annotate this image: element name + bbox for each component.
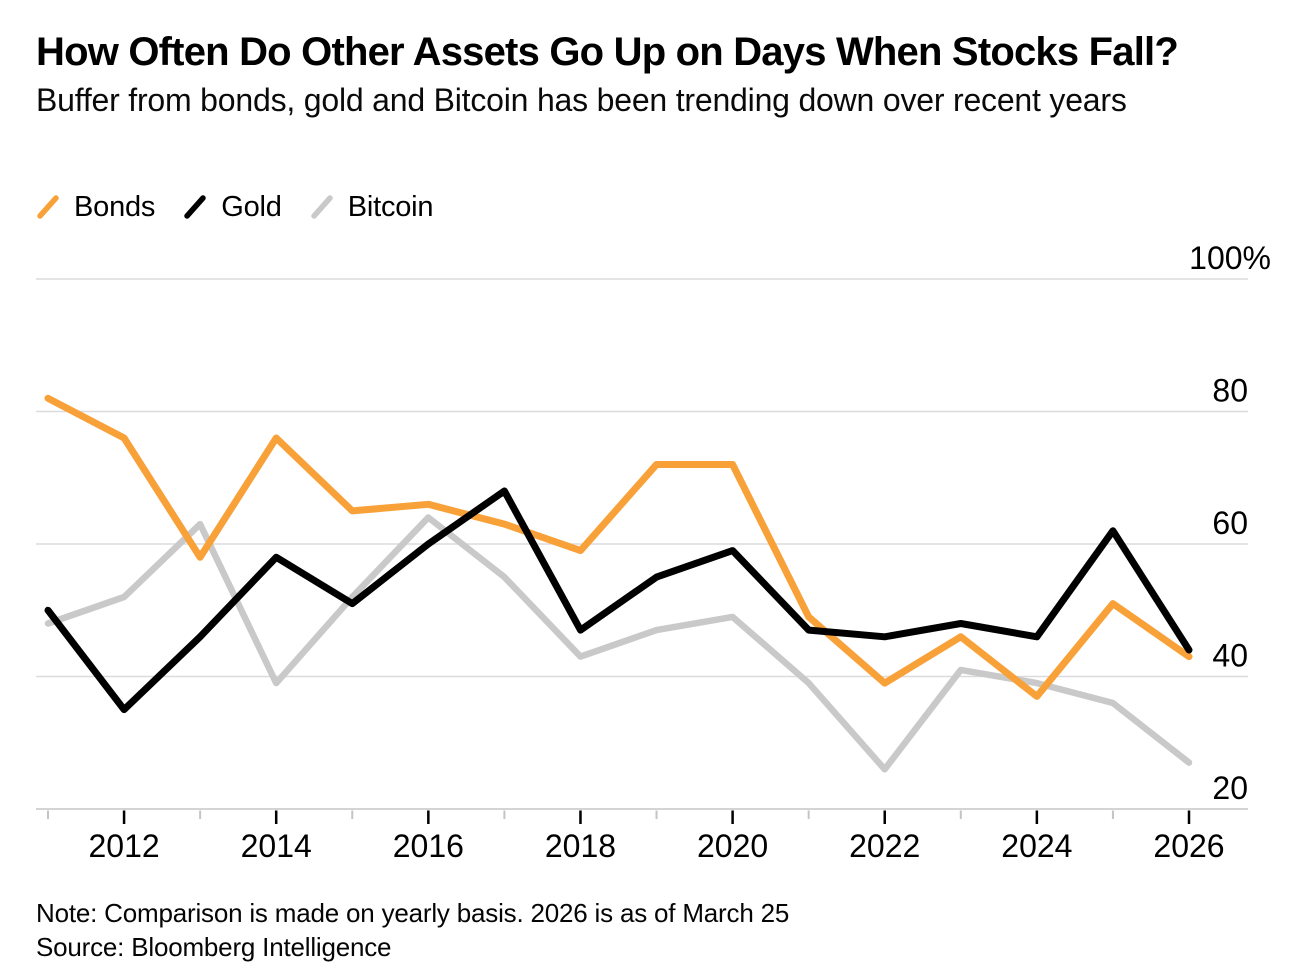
legend-label-gold: Gold bbox=[221, 190, 282, 223]
gold-line bbox=[44, 487, 1193, 714]
x-axis-label: 2012 bbox=[88, 828, 159, 864]
y-axis-label: 60 bbox=[1212, 505, 1248, 541]
bonds-slash-icon bbox=[37, 195, 59, 219]
legend-label-bonds: Bonds bbox=[74, 190, 156, 223]
page-title: How Often Do Other Assets Go Up on Days … bbox=[36, 30, 1179, 74]
legend-label-bitcoin: Bitcoin bbox=[347, 190, 434, 223]
x-axis-label: 2022 bbox=[849, 828, 920, 864]
legend-item-gold: Gold bbox=[183, 190, 282, 224]
x-axis-label: 2024 bbox=[1001, 828, 1072, 864]
footnote: Note: Comparison is made on yearly basis… bbox=[36, 898, 790, 928]
page-subtitle: Buffer from bonds, gold and Bitcoin has … bbox=[36, 82, 1127, 118]
x-axis-label: 2026 bbox=[1153, 828, 1224, 864]
x-axis-label: 2020 bbox=[697, 828, 768, 864]
source-line: Source: Bloomberg Intelligence bbox=[36, 932, 392, 962]
gold-slash-icon bbox=[184, 195, 206, 219]
legend: Bonds Gold Bitcoin bbox=[36, 190, 434, 224]
legend-item-bonds: Bonds bbox=[36, 191, 155, 224]
bitcoin-line bbox=[44, 514, 1193, 773]
bonds-line bbox=[44, 394, 1193, 700]
y-axis-label: 100% bbox=[1189, 240, 1271, 276]
x-axis-label: 2016 bbox=[393, 828, 464, 864]
legend-item-bitcoin: Bitcoin bbox=[310, 191, 434, 224]
x-axis-label: 2014 bbox=[241, 828, 312, 864]
y-axis-label: 40 bbox=[1212, 638, 1248, 674]
y-axis-label: 20 bbox=[1212, 770, 1248, 806]
footer: Note: Comparison is made on yearly basis… bbox=[36, 896, 789, 964]
bitcoin-slash-icon bbox=[310, 195, 333, 219]
y-axis-label: 80 bbox=[1212, 373, 1248, 409]
x-axis-label: 2018 bbox=[545, 828, 616, 864]
